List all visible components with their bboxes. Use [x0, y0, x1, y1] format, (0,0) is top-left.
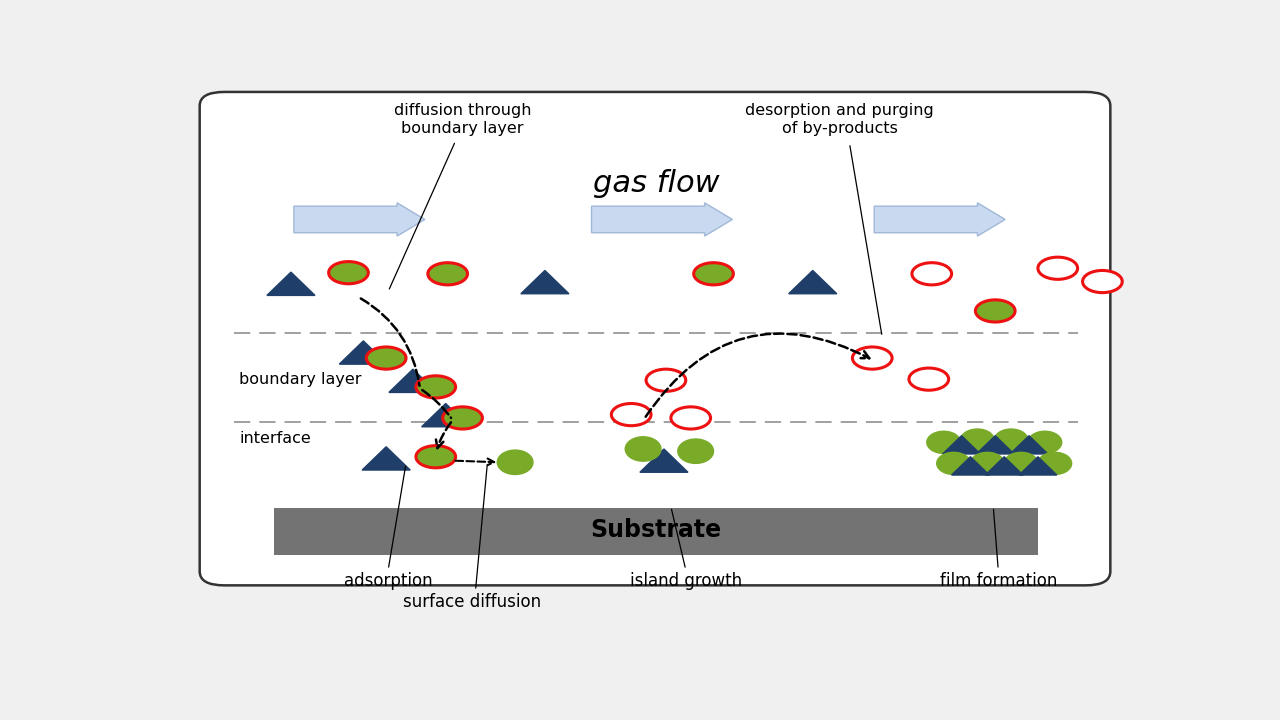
Circle shape — [1083, 271, 1123, 292]
Circle shape — [852, 347, 892, 369]
Text: interface: interface — [239, 431, 311, 446]
Circle shape — [1038, 257, 1078, 279]
Text: diffusion through
boundary layer: diffusion through boundary layer — [394, 104, 531, 136]
Circle shape — [975, 300, 1015, 322]
Text: surface diffusion: surface diffusion — [403, 593, 541, 611]
Ellipse shape — [497, 450, 532, 474]
Ellipse shape — [960, 429, 995, 451]
Circle shape — [443, 407, 483, 429]
Circle shape — [329, 261, 369, 284]
FancyArrow shape — [874, 203, 1005, 236]
Ellipse shape — [927, 431, 960, 454]
Circle shape — [911, 263, 951, 285]
Ellipse shape — [1038, 452, 1071, 474]
Ellipse shape — [678, 439, 713, 464]
Bar — [274, 508, 1038, 555]
Circle shape — [694, 263, 733, 285]
Circle shape — [428, 263, 467, 285]
Text: adsorption: adsorption — [344, 572, 433, 590]
Ellipse shape — [970, 452, 1005, 474]
Text: Substrate: Substrate — [590, 518, 722, 542]
Ellipse shape — [995, 429, 1028, 451]
Ellipse shape — [1005, 452, 1038, 474]
Text: gas flow: gas flow — [593, 169, 719, 198]
FancyBboxPatch shape — [200, 92, 1110, 585]
FancyArrow shape — [591, 203, 732, 236]
Circle shape — [909, 368, 948, 390]
Circle shape — [646, 369, 686, 392]
Circle shape — [671, 407, 710, 429]
Circle shape — [366, 347, 406, 369]
Text: film formation: film formation — [940, 572, 1057, 590]
Ellipse shape — [625, 437, 660, 462]
Ellipse shape — [1028, 431, 1061, 454]
Circle shape — [612, 403, 652, 426]
Circle shape — [416, 376, 456, 398]
Text: island growth: island growth — [630, 572, 742, 590]
Text: desorption and purging
of by-products: desorption and purging of by-products — [745, 104, 934, 136]
Ellipse shape — [937, 452, 970, 474]
Circle shape — [416, 446, 456, 468]
FancyArrow shape — [294, 203, 425, 236]
Text: boundary layer: boundary layer — [239, 372, 362, 387]
